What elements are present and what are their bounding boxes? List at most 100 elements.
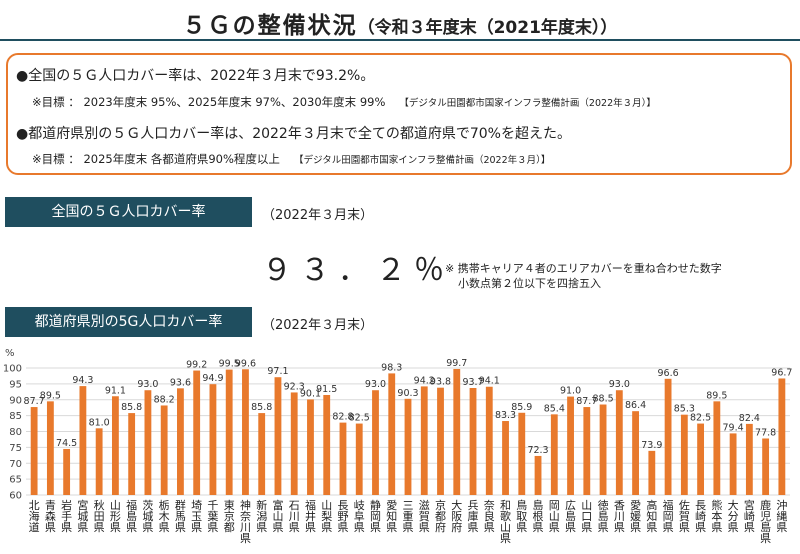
x-tick-label: 三重県: [402, 499, 414, 534]
bar: [469, 388, 477, 495]
bar: [485, 386, 493, 495]
x-tick-label: 宮城県: [77, 499, 89, 534]
data-label: 98.3: [381, 362, 402, 373]
x-tick-label: 滋賀県: [418, 499, 430, 534]
data-label: 74.5: [56, 438, 77, 449]
summary-national-target-ref: 【デジタル田園都市国家インフラ整備計画（2022年３月）】: [399, 98, 656, 109]
summary-prefectural-target-ref: 【デジタル田園都市国家インフラ整備計画（2022年３月）】: [293, 155, 551, 166]
x-tick-label: 宮崎県: [743, 499, 755, 534]
data-label: 82.5: [349, 413, 370, 424]
y-tick-label: 90: [9, 395, 22, 406]
x-tick-label: 和歌山県: [500, 499, 512, 545]
data-label: 87.7: [576, 396, 597, 407]
bar: [46, 401, 54, 495]
bar: [128, 413, 136, 495]
data-label: 93.0: [365, 379, 386, 390]
national-note-line1: ※ 携帯キャリア４者のエリアカバーを重ね合わせた数字: [445, 262, 722, 275]
data-label: 83.3: [495, 410, 516, 421]
data-label: 96.7: [771, 367, 792, 378]
y-tick-label: 60: [9, 491, 22, 502]
data-label: 93.7: [462, 377, 483, 388]
data-label: 91.0: [560, 386, 581, 397]
data-label: 85.4: [544, 403, 565, 414]
bar: [274, 377, 282, 495]
bar: [648, 450, 656, 495]
bar: [225, 369, 233, 495]
x-tick-label: 沖縄県: [776, 499, 788, 534]
bar: [339, 422, 347, 495]
bar: [177, 388, 184, 495]
y-tick-label: 80: [9, 427, 22, 438]
bar: [79, 386, 87, 495]
y-tick-label: 70: [9, 459, 22, 470]
y-axis-unit: %: [5, 348, 15, 359]
bar: [599, 404, 607, 495]
x-tick-label: 神奈川県: [239, 499, 251, 545]
data-label: 99.7: [446, 358, 467, 369]
data-label: 99.2: [186, 360, 207, 371]
x-tick-label: 石川県: [288, 499, 300, 534]
data-label: 82.5: [690, 413, 711, 424]
national-note-line2: 小数点第２位以下を四捨五入: [458, 277, 601, 290]
x-tick-label: 山梨県: [321, 499, 333, 534]
x-tick-label: 福島県: [126, 499, 138, 534]
data-label: 72.3: [527, 445, 548, 456]
data-label: 89.5: [40, 390, 61, 401]
data-label: 91.1: [105, 385, 126, 396]
x-tick-label: 奈良県: [483, 499, 495, 534]
bar: [63, 448, 71, 495]
x-tick-label: 兵庫県: [467, 499, 479, 534]
x-tick-label: 茨城県: [142, 499, 154, 534]
summary-national-target: ※目標 ： 2023年度末 95%、2025年度末 97%、2030年度末 99…: [32, 94, 656, 110]
data-label: 99.6: [235, 358, 256, 369]
x-tick-label: 秋田県: [93, 499, 105, 534]
data-label: 97.1: [267, 366, 288, 377]
bar: [615, 390, 623, 495]
x-tick-label: 北海道: [28, 499, 40, 534]
bar: [664, 378, 672, 495]
bar: [404, 398, 412, 495]
national-note: ※ 携帯キャリア４者のエリアカバーを重ね合わせた数字 小数点第２位以下を四捨五入: [445, 261, 722, 291]
data-label: 79.4: [723, 422, 744, 433]
y-tick-label: 65: [9, 475, 22, 486]
data-label: 85.9: [511, 402, 532, 413]
x-tick-label: 千葉県: [207, 499, 219, 534]
bar: [111, 396, 119, 495]
national-date: （2022年３月末）: [262, 208, 374, 223]
x-tick-label: 群馬県: [174, 499, 186, 534]
x-tick-label: 福岡県: [662, 499, 674, 534]
data-label: 96.6: [658, 368, 679, 379]
x-tick-label: 岡山県: [548, 499, 560, 534]
x-tick-label: 長野県: [337, 499, 349, 534]
x-tick-label: 鳥取県: [516, 499, 528, 534]
data-label: 94.1: [479, 376, 500, 387]
x-tick-label: 静岡県: [369, 499, 381, 534]
data-label: 88.2: [154, 394, 175, 405]
x-tick-label: 山形県: [109, 499, 121, 534]
x-tick-label: 栃木県: [158, 499, 170, 534]
bar: [697, 423, 705, 495]
data-label: 87.7: [24, 396, 45, 407]
x-tick-label: 埼玉県: [191, 499, 203, 534]
data-label: 94.9: [202, 373, 223, 384]
data-label: 93.0: [609, 379, 630, 390]
y-tick-label: 75: [9, 443, 22, 454]
x-tick-label: 島根県: [532, 499, 544, 534]
bar: [420, 386, 428, 495]
summary-prefectural: ●都道府県別の５Ｇ人口カバー率は、2022年３月末で全ての都道府県で70%を超え…: [16, 126, 571, 142]
bar: [95, 428, 103, 495]
x-tick-label: 広島県: [565, 499, 577, 534]
bar: [567, 396, 574, 495]
bar: [290, 392, 298, 495]
x-tick-label: 福井県: [304, 499, 316, 534]
bar: [307, 399, 314, 495]
bar: [242, 369, 249, 495]
bar: [729, 433, 737, 495]
x-tick-label: 岩手県: [61, 499, 73, 534]
x-tick-label: 新潟県: [256, 499, 268, 534]
data-label: 93.0: [137, 379, 158, 390]
x-tick-label: 東京都: [223, 499, 235, 534]
x-tick-label: 愛知県: [386, 499, 398, 534]
data-label: 92.3: [284, 381, 305, 392]
